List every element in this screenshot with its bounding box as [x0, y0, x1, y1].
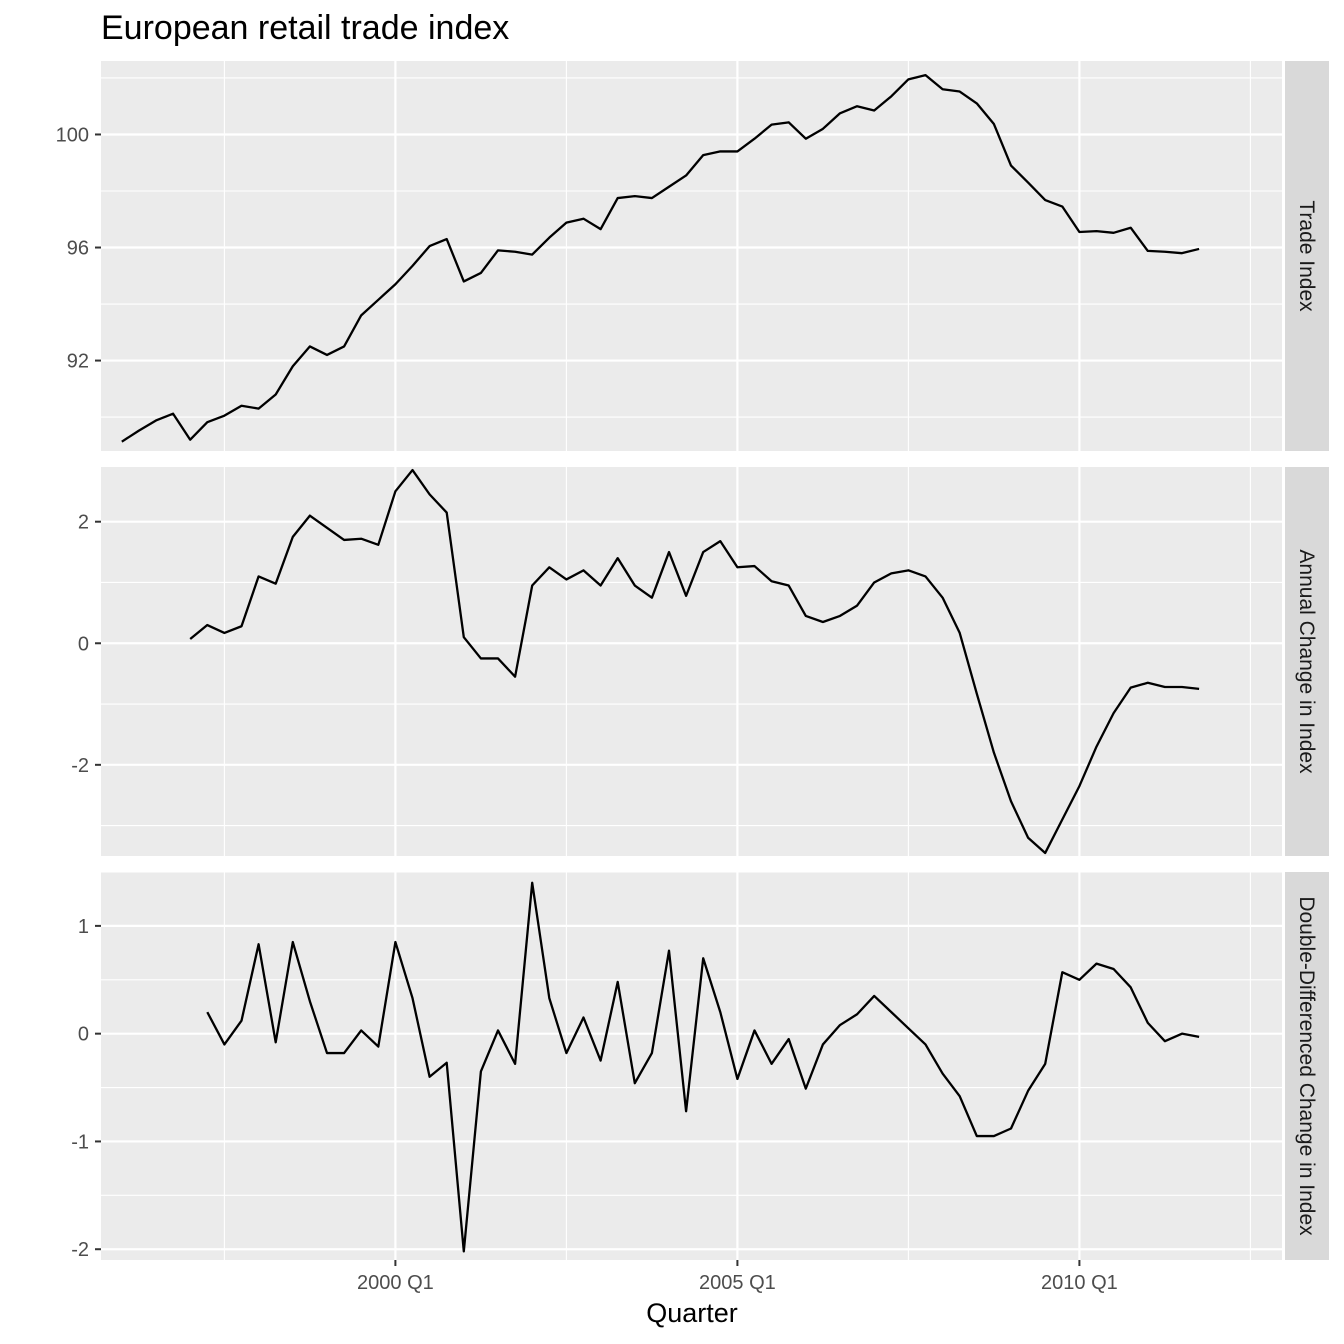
y-tick-label: 1 [78, 916, 89, 938]
y-tick-label: 100 [56, 124, 89, 146]
facet-panel: -2 -1 0 1 Double-Differenced Change in Index [71, 871, 1329, 1261]
x-axis: 2000 Q1 2005 Q1 2010 Q1 [357, 1260, 1118, 1294]
x-tick-label: 2005 Q1 [699, 1272, 776, 1294]
y-tick-label: -2 [71, 1239, 89, 1261]
facet-strip-label: Double-Differenced Change in Index [1295, 896, 1318, 1236]
chart-title: European retail trade index [101, 9, 509, 47]
x-tick-label: 2000 Q1 [357, 1272, 434, 1294]
y-tick-label: -2 [71, 755, 89, 777]
facet-strip-label: Annual Change in Index [1295, 549, 1318, 774]
series-line [121, 73, 1200, 443]
facet-panel: -2 0 2 Annual Change in Index [71, 467, 1329, 856]
series-line [206, 881, 1200, 1253]
y-tick-label: 2 [78, 512, 89, 534]
y-tick-label: 96 [67, 238, 89, 260]
facet-strip [1285, 467, 1329, 856]
y-tick-label: 0 [78, 1024, 89, 1046]
series-line [189, 468, 1200, 855]
facet-panel: 92 96 100 Trade Index [56, 61, 1329, 451]
panel-background [101, 467, 1282, 856]
facet-strip [1285, 872, 1329, 1260]
facet-strip-label: Trade Index [1295, 200, 1318, 312]
x-axis-title: Quarter [646, 1298, 738, 1328]
panel-background [101, 61, 1282, 451]
y-tick-label: 0 [78, 633, 89, 655]
x-tick-label: 2010 Q1 [1041, 1272, 1118, 1294]
facet-panels: 92 96 100 Trade Index -2 0 2 Annual Change in I… [56, 61, 1329, 1261]
facet-strip [1285, 61, 1329, 451]
y-tick-label: 92 [67, 351, 89, 373]
y-tick-label: -1 [71, 1131, 89, 1153]
